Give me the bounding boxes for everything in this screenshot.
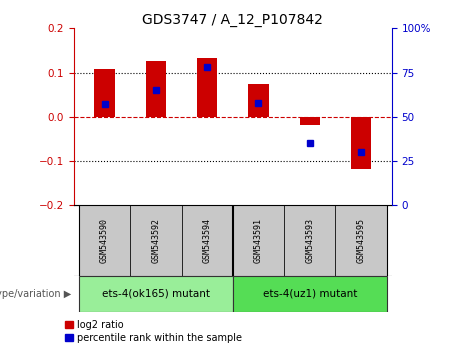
Bar bbox=[146, 61, 166, 117]
Text: ets-4(uz1) mutant: ets-4(uz1) mutant bbox=[263, 289, 357, 299]
Bar bbox=[79, 276, 233, 312]
Text: GSM543593: GSM543593 bbox=[305, 218, 314, 263]
Text: GSM543592: GSM543592 bbox=[151, 218, 160, 263]
Bar bbox=[182, 205, 233, 276]
Bar bbox=[336, 205, 387, 276]
Text: GSM543595: GSM543595 bbox=[356, 218, 366, 263]
Bar bbox=[95, 69, 115, 117]
Bar bbox=[79, 205, 130, 276]
Bar bbox=[233, 205, 284, 276]
Bar bbox=[284, 205, 336, 276]
Text: genotype/variation ▶: genotype/variation ▶ bbox=[0, 289, 71, 299]
Text: GSM543594: GSM543594 bbox=[203, 218, 212, 263]
Title: GDS3747 / A_12_P107842: GDS3747 / A_12_P107842 bbox=[142, 13, 323, 27]
Legend: log2 ratio, percentile rank within the sample: log2 ratio, percentile rank within the s… bbox=[65, 320, 242, 343]
Text: ets-4(ok165) mutant: ets-4(ok165) mutant bbox=[102, 289, 210, 299]
Bar bbox=[300, 117, 320, 125]
Text: GSM543591: GSM543591 bbox=[254, 218, 263, 263]
Bar bbox=[248, 84, 269, 117]
Bar bbox=[130, 205, 182, 276]
Bar bbox=[197, 58, 218, 117]
Bar bbox=[351, 117, 371, 169]
Bar bbox=[233, 276, 387, 312]
Text: GSM543590: GSM543590 bbox=[100, 218, 109, 263]
